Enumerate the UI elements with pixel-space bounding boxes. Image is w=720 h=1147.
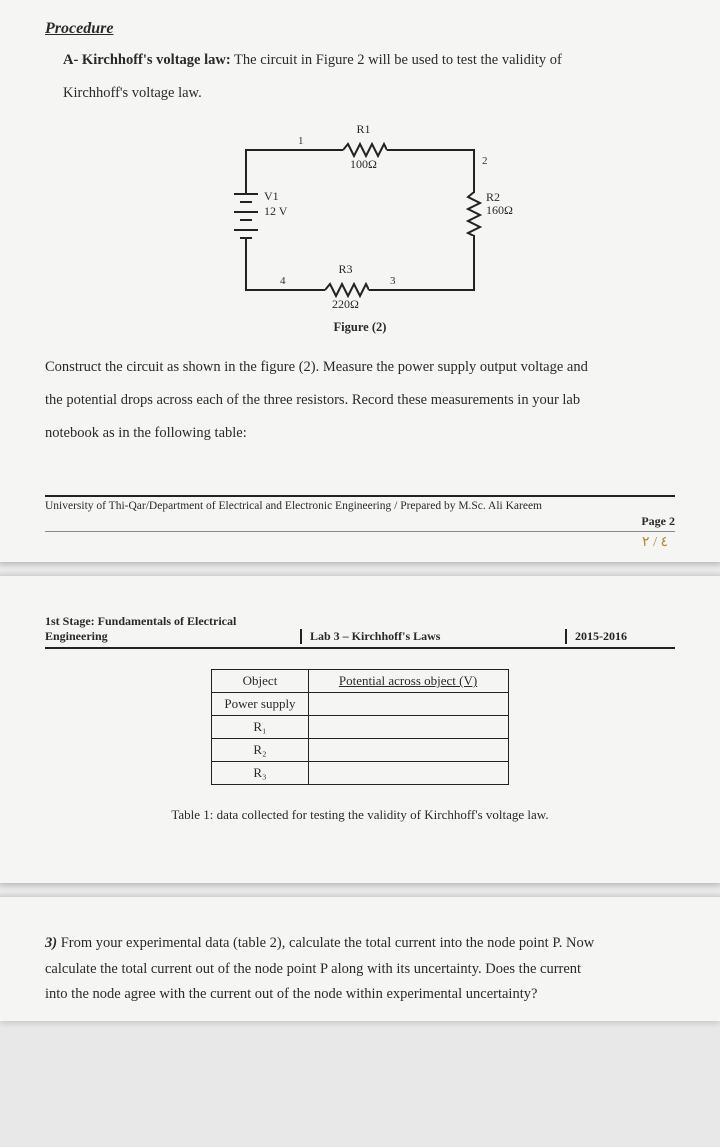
- table-1-wrap: Object Potential across object (V) Power…: [45, 669, 675, 785]
- circuit-diagram: 1 2 3 4: [220, 119, 500, 314]
- resistor-r2: [466, 192, 482, 236]
- cell-empty: [308, 716, 508, 739]
- table-header-row: Object Potential across object (V): [212, 670, 508, 693]
- cell-empty: [308, 762, 508, 785]
- wire: [473, 149, 475, 187]
- header-lab: Lab 3 – Kirchhoff's Laws: [300, 629, 565, 644]
- battery-plate: [240, 201, 252, 203]
- table-row: R₂: [212, 739, 508, 762]
- page-number-arabic: ٤ / ٢: [632, 530, 678, 555]
- wire: [379, 289, 475, 291]
- wire: [473, 235, 475, 243]
- figure-caption: Figure (2): [45, 320, 675, 335]
- node-4: 4: [280, 275, 286, 287]
- instructions-line-3: notebook as in the following table:: [45, 421, 675, 446]
- wire: [473, 241, 475, 289]
- page-separator: [0, 883, 720, 897]
- footer-left: University of Thi-Qar/Department of Elec…: [45, 500, 542, 512]
- kvl-label: A- Kirchhoff's voltage law:: [63, 52, 231, 68]
- r1-name: R1: [350, 123, 377, 136]
- q3-line-3: into the node agree with the current out…: [45, 982, 675, 1007]
- battery-plate: [234, 229, 258, 231]
- battery-plate: [234, 193, 258, 195]
- table-row: R₃: [212, 762, 508, 785]
- page-3: 3) From your experimental data (table 2)…: [0, 897, 720, 1021]
- instructions-line-2: the potential drops across each of the t…: [45, 388, 675, 413]
- wire: [245, 187, 247, 193]
- row-r2: R₂: [212, 739, 308, 762]
- wire: [473, 187, 475, 193]
- q3-line-2: calculate the total current out of the n…: [45, 957, 675, 982]
- wire: [245, 149, 247, 187]
- v1-value: 12 V: [264, 204, 287, 218]
- kvl-text-2: Kirchhoff's voltage law.: [45, 81, 675, 106]
- r3-value: 220Ω: [332, 298, 359, 311]
- battery-plate: [240, 219, 252, 221]
- wire: [315, 289, 325, 291]
- page-footer: University of Thi-Qar/Department of Elec…: [45, 495, 675, 532]
- kvl-intro: A- Kirchhoff's voltage law: The circuit …: [45, 48, 675, 73]
- row-r3: R₃: [212, 762, 308, 785]
- q3-line-1: From your experimental data (table 2), c…: [57, 935, 594, 951]
- r3-label: R3 220Ω: [332, 263, 359, 289]
- col-object: Object: [212, 670, 308, 693]
- wire: [245, 241, 247, 289]
- r1-label: R1 100Ω: [350, 123, 377, 149]
- table-row: Power supply: [212, 693, 508, 716]
- header-stage: 1st Stage: Fundamentals of Electrical En…: [45, 614, 300, 644]
- r1-value: 100Ω: [350, 158, 377, 171]
- row-r1: R₁: [212, 716, 308, 739]
- battery-plate: [234, 211, 258, 213]
- wire: [397, 149, 475, 151]
- circuit-figure: 1 2 3 4: [45, 119, 675, 314]
- r3-name: R3: [332, 263, 359, 276]
- page-1: Procedure A- Kirchhoff's voltage law: Th…: [0, 0, 720, 562]
- procedure-heading: Procedure: [45, 20, 675, 38]
- node-1: 1: [298, 135, 304, 147]
- table-1-caption: Table 1: data collected for testing the …: [45, 807, 675, 823]
- table-1: Object Potential across object (V) Power…: [211, 669, 508, 785]
- kvl-text-1: The circuit in Figure 2 will be used to …: [231, 52, 562, 68]
- wire: [333, 149, 343, 151]
- table-row: R₁: [212, 716, 508, 739]
- v1-name: V1: [264, 189, 287, 203]
- cell-empty: [308, 739, 508, 762]
- page-separator: [0, 562, 720, 576]
- r2-value: 160Ω: [486, 204, 513, 217]
- q3-number: 3): [45, 935, 57, 951]
- header-year: 2015-2016: [565, 629, 675, 644]
- wire: [387, 149, 397, 151]
- question-3: 3) From your experimental data (table 2)…: [45, 931, 675, 956]
- v1-label: V1 12 V: [264, 189, 287, 218]
- node-2: 2: [482, 155, 488, 167]
- row-power-supply: Power supply: [212, 693, 308, 716]
- col-potential: Potential across object (V): [308, 670, 508, 693]
- footer-page-number: Page 2: [641, 514, 675, 529]
- wire: [245, 289, 315, 291]
- wire: [245, 237, 247, 243]
- r2-label: R2 160Ω: [486, 191, 513, 217]
- node-3: 3: [390, 275, 396, 287]
- instructions-line-1: Construct the circuit as shown in the fi…: [45, 355, 675, 380]
- page-header: 1st Stage: Fundamentals of Electrical En…: [45, 614, 675, 649]
- cell-empty: [308, 693, 508, 716]
- wire: [245, 149, 333, 151]
- wire: [369, 289, 379, 291]
- page-2: 1st Stage: Fundamentals of Electrical En…: [0, 576, 720, 883]
- voltage-source-v1: [230, 187, 262, 241]
